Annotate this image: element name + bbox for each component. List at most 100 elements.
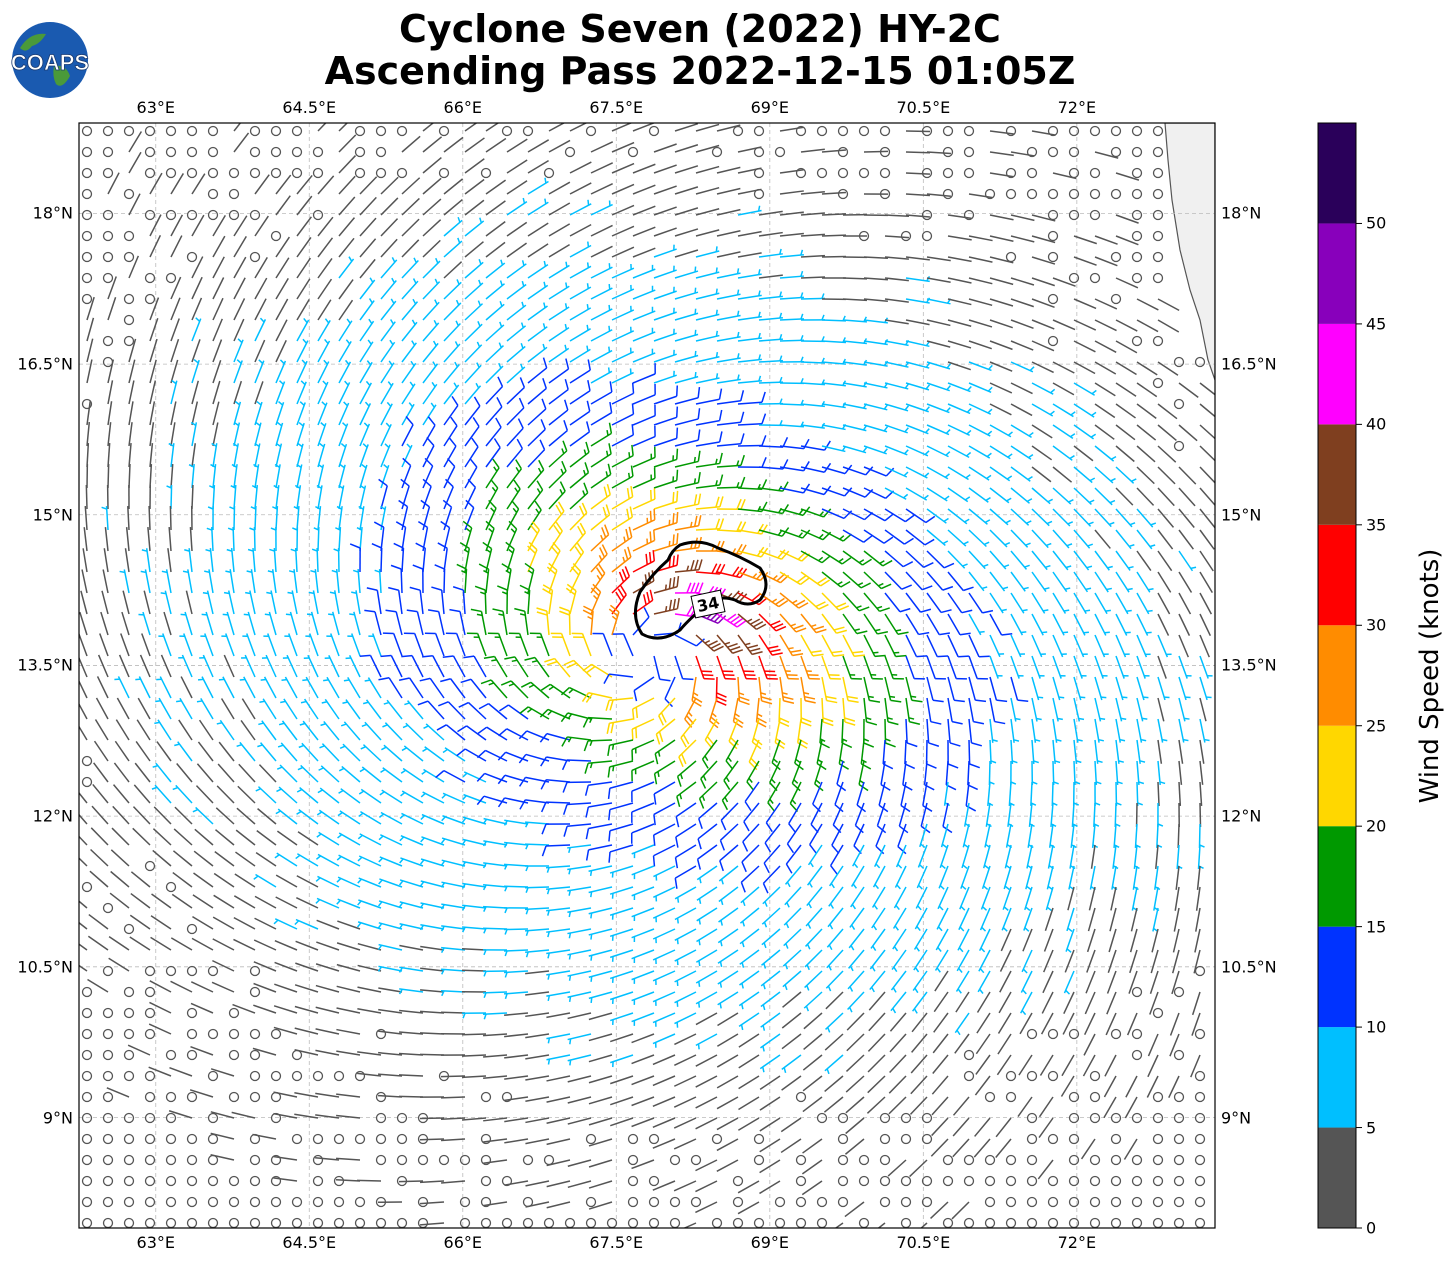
wind-barb — [210, 463, 217, 489]
wind-barb — [1136, 571, 1154, 593]
wind-barb — [800, 676, 816, 704]
wind-barb — [863, 508, 894, 522]
wind-barb — [863, 150, 889, 153]
wind-barb — [653, 328, 677, 342]
wind-barb — [664, 676, 676, 708]
wind-barb — [443, 320, 461, 342]
wind-barb — [180, 676, 193, 699]
wind-barb — [317, 175, 335, 195]
wind-barb — [884, 298, 909, 303]
wind-barb — [1152, 146, 1164, 158]
wind-barb — [560, 686, 592, 699]
wind-barb — [926, 613, 951, 636]
wind-barb — [1073, 403, 1097, 418]
wind-barb — [79, 725, 88, 741]
wind-barb — [716, 208, 741, 216]
wind-barb — [539, 708, 571, 720]
wind-barb — [338, 134, 357, 153]
lat-tick-right: 10.5°N — [1221, 957, 1277, 977]
wind-barb — [561, 759, 592, 771]
wind-barb — [442, 499, 453, 531]
wind-barb — [312, 167, 324, 179]
wind-barb — [1052, 550, 1072, 571]
wind-barb — [228, 188, 240, 200]
wind-barb — [716, 310, 741, 321]
wind-barb — [695, 330, 720, 342]
wind-barb — [324, 654, 340, 678]
wind-barb — [124, 548, 130, 573]
wind-barb — [963, 167, 975, 179]
wind-barb — [464, 279, 484, 300]
wind-barb — [339, 743, 361, 762]
wind-barb — [250, 505, 257, 531]
wind-barb — [501, 125, 513, 137]
wind-barb — [716, 390, 745, 405]
wind-barb — [590, 346, 613, 363]
wind-barb — [779, 249, 804, 258]
wind-barb — [212, 380, 221, 405]
wind-barb — [316, 831, 340, 846]
wind-barb — [1115, 508, 1136, 528]
wind-barb — [149, 214, 162, 237]
wind-barb — [653, 490, 679, 510]
wind-barb — [695, 474, 724, 489]
wind-barb — [401, 360, 417, 384]
wind-barb — [235, 829, 256, 846]
wind-barb — [1131, 188, 1143, 200]
wind-barb — [412, 564, 424, 594]
wind-barb — [422, 319, 440, 342]
wind-barb — [192, 806, 214, 825]
wind-barb — [800, 550, 831, 564]
wind-barb — [233, 277, 246, 300]
wind-barb — [632, 285, 656, 300]
wind-barb — [563, 659, 592, 678]
wind-barb — [569, 123, 588, 132]
wind-barb — [80, 590, 88, 615]
wind-barb — [1136, 361, 1158, 376]
wind-barb — [156, 676, 172, 699]
wind-barb — [884, 382, 910, 390]
wind-barb — [422, 299, 440, 321]
wind-barb — [506, 397, 525, 426]
wind-barb — [842, 277, 868, 280]
wind-barb — [1073, 634, 1088, 658]
wind-barb — [812, 781, 823, 813]
wind-barb — [1178, 655, 1192, 679]
wind-barb — [186, 251, 198, 263]
wind-barb — [968, 235, 993, 242]
wind-barb — [863, 403, 889, 411]
wind-barb — [654, 739, 676, 765]
wind-barb — [399, 835, 424, 846]
wind-barb — [1157, 760, 1166, 785]
wind-barb — [359, 443, 369, 468]
wind-barb — [611, 382, 635, 405]
wind-barb — [989, 277, 1014, 286]
wind-barb — [548, 323, 570, 342]
wind-barb — [207, 146, 219, 158]
wind-barb — [345, 655, 361, 678]
colorbar-bin — [1318, 223, 1356, 324]
wind-barb — [288, 569, 298, 594]
wind-barb — [527, 243, 549, 258]
wind-barb — [170, 173, 185, 195]
wind-barb — [380, 443, 391, 468]
wind-barb — [989, 655, 1003, 679]
wind-barb — [443, 216, 463, 237]
wind-barb — [778, 697, 790, 728]
wind-barb — [905, 697, 921, 726]
wind-barb — [1052, 487, 1074, 505]
wind-barb — [107, 380, 114, 405]
wind-barb — [1073, 592, 1091, 615]
wind-barb — [155, 697, 172, 720]
wind-barb — [1010, 739, 1018, 765]
wind-barb — [497, 774, 529, 785]
wind-barb — [317, 338, 331, 363]
wind-barb — [352, 569, 361, 594]
wind-barb — [863, 298, 888, 303]
wind-barb — [1199, 550, 1214, 572]
wind-barb — [1052, 739, 1061, 764]
wind-barb — [821, 697, 834, 727]
wind-barb — [506, 221, 528, 237]
wind-barb — [1199, 781, 1203, 806]
wind-barb — [1047, 251, 1059, 263]
